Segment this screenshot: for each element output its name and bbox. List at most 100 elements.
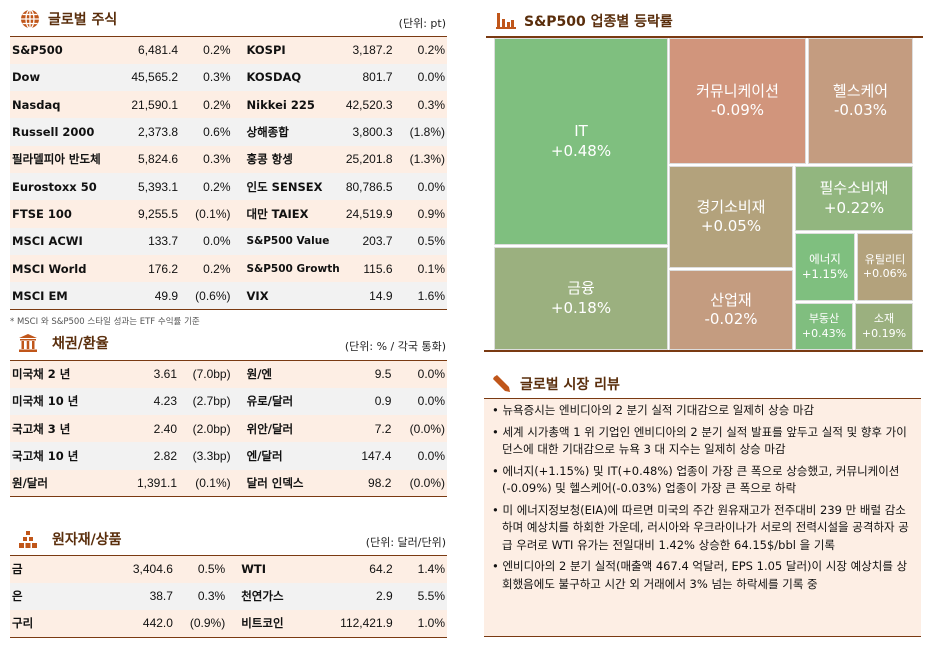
cell-name: 대만 TAIEX (232, 200, 344, 228)
sector-change: +0.22% (823, 198, 885, 217)
cell-name: Dow (10, 63, 129, 92)
sector-name: 소재 (873, 312, 895, 326)
cell-change: 1.6% (394, 282, 447, 310)
cell-value: 14.9 (343, 282, 395, 310)
bar-chart-icon (496, 13, 516, 29)
table-row: 구리 442.0 (0.9%) 비트코인 112,421.9 1.0% (10, 610, 447, 638)
table-row: Nasdaq 21,590.1 0.2% Nikkei 225 42,520.3 0.3% (10, 91, 447, 119)
treemap-cell: 경기소비재 +0.05% (669, 166, 793, 268)
cell-name: Nikkei 225 (232, 91, 344, 119)
cell-name: MSCI EM (10, 282, 129, 310)
cell-value: 115.6 (343, 254, 395, 283)
cell-change: (3.3bp) (179, 442, 233, 470)
cell-value: 25,201.8 (343, 145, 395, 173)
cell-name: VIX (232, 282, 344, 310)
cell-name: 위안/달러 (232, 415, 346, 443)
sector-name: 산업재 (710, 290, 752, 309)
cell-change: 0.3% (394, 91, 447, 119)
commodities-table: 금 3,404.6 0.5% WTI 64.2 1.4% 은 38.7 0.3% 천연가스 2.9 5… (10, 555, 447, 638)
cell-change: (2.7bp) (179, 387, 233, 416)
cell-value: 42,520.3 (343, 91, 395, 119)
cell-value: 6,481.4 (128, 36, 181, 64)
cell-name: WTI (227, 555, 338, 583)
cell-name: 천연가스 (227, 582, 338, 611)
table-row: Russell 2000 2,373.8 0.6% 상해종합 3,800.3 (1.8%) (10, 118, 447, 146)
table-row: 국고채 3 년 2.40 (2.0bp) 위안/달러 7.2 (0.0%) (10, 415, 447, 443)
cell-name: 구리 (10, 610, 129, 638)
section-title: 글로벌 주식 (48, 12, 118, 28)
table-row: 국고채 10 년 2.82 (3.3bp) 엔/달러 147.4 0.0% (10, 442, 447, 470)
treemap-cell: 산업재 -0.02% (669, 270, 793, 350)
cell-name: 비트코인 (227, 610, 338, 638)
cell-change: (0.6%) (180, 282, 233, 310)
cell-name: Eurostoxx 50 (10, 172, 129, 201)
cell-change: 5.5% (394, 582, 447, 611)
footnote: * MSCI 와 S&P500 스타일 성과는 ETF 수익률 기준 (10, 317, 200, 327)
sector-change: -0.03% (833, 101, 888, 119)
table-row: S&P500 6,481.4 0.2% KOSPI 3,187.2 0.2% (10, 36, 447, 64)
cell-change: (0.1%) (179, 469, 233, 497)
cell-value: 2.82 (131, 442, 180, 470)
cell-name: 미국채 2 년 (10, 360, 132, 388)
cell-name: 은 (10, 582, 129, 611)
cell-change: 0.0% (394, 172, 447, 201)
cell-change: (7.0bp) (179, 360, 233, 388)
cell-value: 176.2 (128, 254, 181, 283)
cell-change: 0.2% (180, 36, 233, 64)
cell-change: 1.0% (394, 610, 447, 638)
table-row: MSCI EM 49.9 (0.6%) VIX 14.9 1.6% (10, 282, 447, 310)
sector-change: -0.09% (710, 101, 765, 119)
sector-change: +0.18% (550, 298, 612, 317)
bank-icon (19, 334, 37, 352)
cell-name: KOSPI (232, 36, 344, 64)
cell-change: 0.2% (394, 36, 447, 64)
sector-change: +1.15% (801, 267, 849, 281)
review-item: 에너지(+1.15%) 및 IT(+0.48%) 업종이 가장 큰 폭으로 상승… (492, 463, 915, 498)
treemap-cell: 유틸리티 +0.06% (857, 233, 913, 301)
sector-name: 에너지 (809, 252, 841, 267)
review-item: 미 에너지정보청(EIA)에 따르면 미국의 주간 원유재고가 전주대비 239… (492, 502, 915, 555)
global-stocks-title: 글로벌 주식 (20, 9, 117, 29)
cell-change: 0.0% (393, 360, 447, 388)
cell-value: 3,800.3 (343, 118, 395, 146)
cell-change: 0.6% (180, 118, 233, 146)
cell-change: (1.3%) (394, 145, 447, 173)
cell-name: S&P500 (10, 36, 129, 64)
cell-change: 0.2% (180, 91, 233, 119)
treemap-cell: 커뮤니케이션 -0.09% (669, 38, 806, 164)
cell-value: 49.9 (128, 282, 181, 310)
cell-value: 2.40 (131, 415, 180, 443)
cell-value: 3,187.2 (343, 36, 395, 64)
treemap-cell: 소재 +0.19% (855, 303, 913, 350)
sector-name: 유틸리티 (864, 252, 906, 266)
bonds-fx-table: 미국채 2 년 3.61 (7.0bp) 원/엔 9.5 0.0% 미국채 10 년 4.23… (10, 360, 447, 498)
cell-value: 801.7 (343, 63, 395, 92)
cell-name: 상해종합 (232, 118, 344, 146)
cell-value: 3,404.6 (128, 555, 175, 583)
cell-change: 0.2% (180, 254, 233, 283)
cell-change: 0.5% (394, 227, 447, 255)
table-row: FTSE 100 9,255.5 (0.1%) 대만 TAIEX 24,519.9 0.9… (10, 200, 447, 228)
sector-treemap: IT +0.48% 금융 +0.18% 커뮤니케이션 -0.09% 헬스케어 -0.03% 경기… (494, 38, 913, 350)
cell-value: 442.0 (128, 610, 175, 638)
cell-value: 21,590.1 (128, 91, 181, 119)
treemap-cell: 금융 +0.18% (494, 247, 668, 350)
cell-change: 1.4% (394, 555, 447, 583)
cell-name: FTSE 100 (10, 200, 129, 228)
cell-value: 4.23 (131, 387, 180, 416)
sector-name: 헬스케어 (832, 81, 889, 100)
cell-value: 80,786.5 (343, 172, 395, 201)
cell-name: 인도 SENSEX (232, 172, 344, 201)
table-row: MSCI ACWI 133.7 0.0% S&P500 Value 203.7 0.5% (10, 227, 447, 255)
table-row: 필라델피아 반도체 5,824.6 0.3% 홍콩 항셍 25,201.8 (1.3%) (10, 145, 447, 173)
cell-value: 133.7 (128, 227, 181, 255)
cell-change: 0.9% (394, 200, 447, 228)
cell-value: 45,565.2 (128, 63, 181, 92)
cell-value: 38.7 (128, 582, 175, 611)
global-stocks-unit: (단위: pt) (398, 17, 446, 30)
section-title: 원자재/상품 (52, 532, 122, 548)
bonds-fx-title: 채권/환율 (18, 333, 109, 353)
cell-change: 0.3% (174, 582, 228, 611)
cell-name: KOSDAQ (232, 63, 344, 92)
globe-icon (21, 9, 39, 29)
